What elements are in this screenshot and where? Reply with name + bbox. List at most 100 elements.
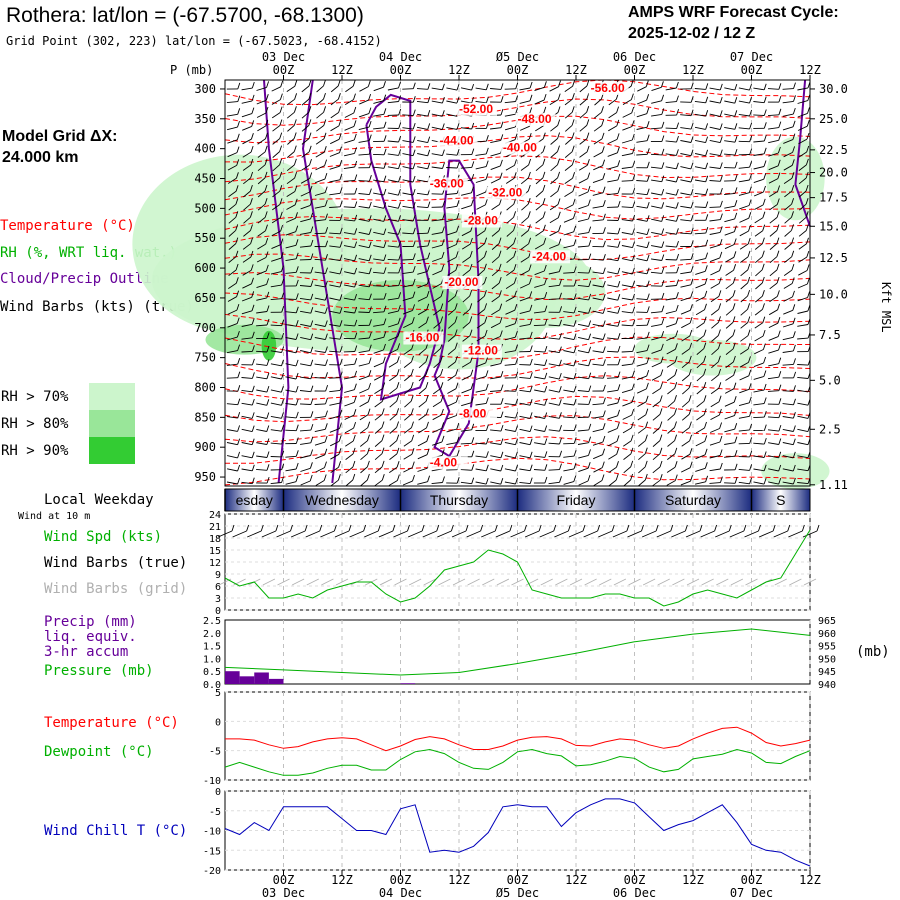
wind-barb <box>329 415 340 420</box>
wind-barb-flag <box>383 215 387 222</box>
wind-barb-flag <box>704 448 708 455</box>
wind-barb <box>565 138 573 145</box>
wind-barb <box>564 177 573 184</box>
p-tick-label: 950 <box>194 470 216 484</box>
wind-barb-flag <box>602 359 606 366</box>
wind-barb-flag <box>398 149 402 156</box>
wind-barb <box>798 270 808 276</box>
wind-barb-flag <box>674 474 678 481</box>
wind-barb-flag <box>543 237 547 245</box>
wind-barb-true-flag <box>743 524 747 532</box>
time-tick-label: 00Z <box>390 63 412 77</box>
wind-barb <box>725 322 734 329</box>
wind-barb <box>403 361 412 368</box>
wind-barb-flag <box>617 294 621 301</box>
wind-barb-flag <box>485 356 489 364</box>
wind-barb-flag <box>778 95 782 103</box>
wind-barb-flag <box>778 343 781 351</box>
wind-barb-flag <box>689 461 693 468</box>
wind-barb <box>740 282 748 290</box>
wind-barb <box>431 244 443 249</box>
wind-barb-flag <box>310 253 314 260</box>
wind-barb-flag <box>471 122 475 130</box>
wind-barb <box>534 376 545 380</box>
wind-barb-flag <box>544 345 548 353</box>
wind-barb-flag <box>471 423 475 430</box>
isotherm-label-bg <box>427 456 468 470</box>
wind-barb <box>725 295 734 303</box>
wind-barb-flag <box>338 461 342 468</box>
bottom-date-label: 03 Dec <box>262 886 305 900</box>
wind-barb <box>623 479 631 487</box>
wind-barb-flag <box>324 320 328 327</box>
wind-barb-flag <box>383 175 387 182</box>
wind-barb-flag <box>542 198 546 205</box>
wind-barb-flag <box>704 303 707 310</box>
bottom-time-label: 12Z <box>331 873 353 887</box>
wind-barb-flag <box>396 408 400 415</box>
wind-barb-flag <box>544 332 548 339</box>
wind-barb <box>651 375 662 381</box>
wind-barb-flag <box>705 136 709 143</box>
wind-barb <box>431 232 443 235</box>
wind-barb <box>374 453 383 461</box>
wind-barb-flag <box>690 136 694 143</box>
wind-barb-flag <box>295 212 298 219</box>
wind-barb <box>270 389 282 393</box>
wind-barb <box>725 269 734 276</box>
wind-barb-flag <box>441 83 445 90</box>
wind-barb-flag <box>412 278 416 286</box>
wind-barb <box>402 153 414 157</box>
wind-barb-flag <box>515 358 519 365</box>
wind-barb <box>286 111 295 119</box>
wind-barb-flag <box>354 147 357 154</box>
wind-barb <box>680 258 692 261</box>
wind-barb-flag <box>646 241 650 248</box>
chill-tick-label: -5 <box>209 807 221 818</box>
isotherm-label: -16.00 <box>405 331 439 345</box>
isotherm-label-bg <box>442 275 483 289</box>
wind-barb-flag <box>281 332 285 340</box>
wind-barb <box>417 179 428 183</box>
wind-barb <box>389 413 397 421</box>
wind-barb <box>270 337 282 340</box>
wind-barb <box>432 257 443 262</box>
wind-barb <box>256 350 268 353</box>
wind-barb <box>549 86 559 92</box>
wind-barb <box>577 350 589 354</box>
wind-barb <box>270 324 282 327</box>
wind-barb-flag <box>732 342 736 349</box>
wind-barb-flag <box>631 370 635 377</box>
wind-barb-flag <box>456 422 460 430</box>
wind-barb <box>637 427 646 434</box>
wind-barb-flag <box>778 424 782 432</box>
wind-barb <box>652 479 661 487</box>
wind-barb-flag <box>339 294 343 301</box>
kft-tick-label: 12.5 <box>819 251 848 265</box>
wind-barb-flag <box>806 145 810 153</box>
wind-barb <box>314 377 326 379</box>
wind-barb-flag <box>454 342 458 349</box>
wind-barb-true-flag <box>728 524 732 532</box>
wind-barb-flag <box>381 447 385 454</box>
wind-barb-flag <box>410 408 414 415</box>
wind-barb <box>784 230 792 237</box>
wind-barb <box>299 285 311 287</box>
wind-barb-grid <box>555 578 568 586</box>
wind-barb-flag <box>646 357 650 364</box>
wind-barb-true-flag <box>290 524 293 532</box>
p-tick-label: 700 <box>194 321 216 335</box>
wind-barb <box>388 336 399 341</box>
wind-barb <box>651 231 662 235</box>
wind-barb-flag <box>617 358 621 365</box>
wind-barb <box>300 218 311 223</box>
wind-barb-flag <box>601 146 605 153</box>
wind-barb <box>592 297 604 301</box>
wind-barb-flag <box>470 383 474 390</box>
wind-barb <box>798 243 807 250</box>
wind-barb-flag <box>500 438 504 445</box>
wind-barb-flag <box>632 345 636 352</box>
wind-barb-grid <box>672 578 685 586</box>
wind-barb-flag <box>675 189 679 196</box>
wind-barb-flag <box>456 449 460 457</box>
